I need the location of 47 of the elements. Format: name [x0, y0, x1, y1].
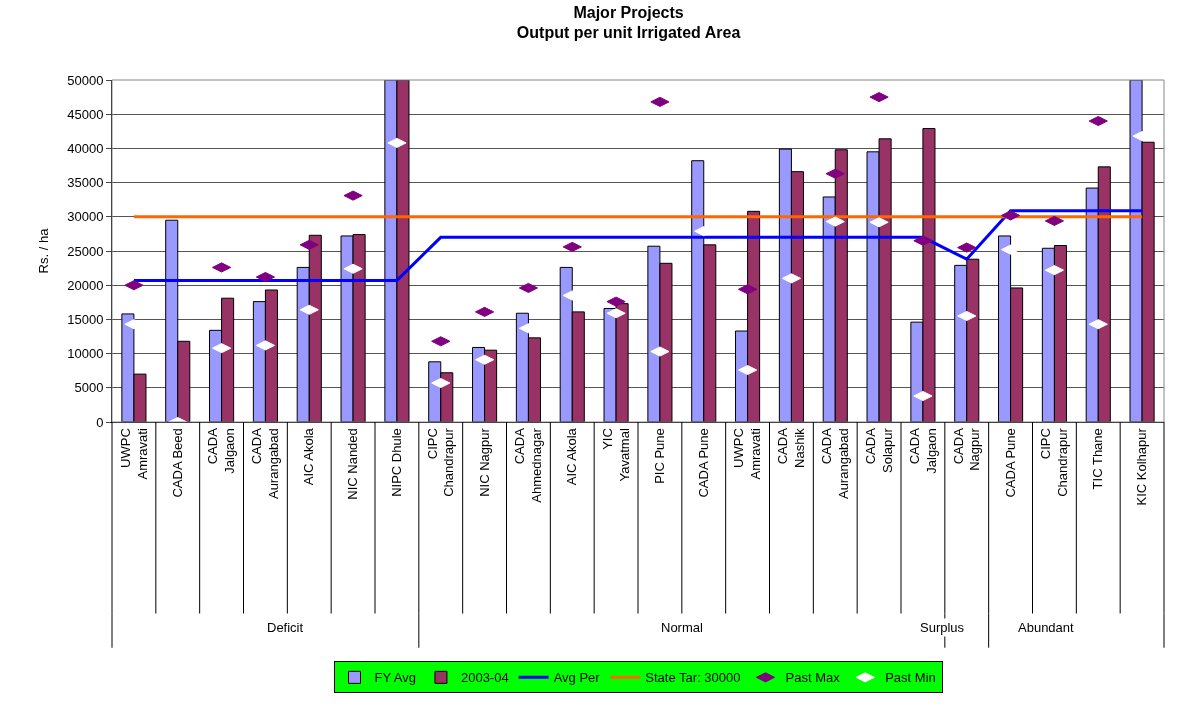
- legend-label: 2003-04: [460, 670, 509, 686]
- x-tick-label: CADA Nagpur: [950, 427, 983, 471]
- x-tick-label: CADA Aurangabad: [249, 427, 282, 500]
- text: Abundant: [1018, 620, 1075, 635]
- text: Surplus: [920, 620, 965, 635]
- y-tick-label: 0: [96, 414, 104, 430]
- x-tick-label: CIPC Chandrapur: [1038, 427, 1071, 497]
- x-tick-label: YIC Yavatmal: [599, 428, 632, 482]
- x-tick-label: AIC Akola: [301, 427, 317, 486]
- y-tick-label: 40000: [67, 140, 104, 156]
- x-tick-label: CADA Jalgaon: [205, 427, 238, 474]
- x-tick-label: CADA Beed: [169, 428, 185, 498]
- legend-label: FY Avg: [374, 670, 416, 686]
- text: Deficit: [267, 620, 304, 635]
- x-tick-label: NIPC Dhule: [389, 428, 405, 497]
- legend-label: State Tar: 30000: [645, 670, 741, 686]
- legend-label: Past Max: [785, 670, 841, 686]
- y-tick-label: 45000: [67, 106, 104, 122]
- x-tick-label: CIPC Chandrapur: [424, 427, 457, 497]
- y-tick-label: 20000: [67, 277, 104, 293]
- text: Normal: [661, 620, 704, 635]
- x-tick-label: AIC Akola: [564, 427, 580, 486]
- x-tick-label: CADA Nashik: [775, 427, 808, 468]
- x-tick-label: UWPC Amravati: [731, 428, 764, 480]
- x-tick-label: NIC Nagpur: [476, 427, 492, 497]
- x-tick-label: PIC Pune: [652, 428, 668, 484]
- x-tick-label: NIC Nanded: [345, 428, 361, 500]
- x-tick-label: UWPC Amravati: [117, 428, 150, 480]
- x-tick-label: CADA Ahmednagar: [512, 427, 545, 503]
- x-tick-label: CADA Aurangabad: [819, 427, 851, 500]
- y-tick-label: 15000: [67, 311, 104, 327]
- y-tick-label: 35000: [67, 175, 104, 191]
- x-tick-label: KIC Kolhapur: [1134, 427, 1150, 506]
- legend-label: Past Min: [885, 670, 936, 686]
- x-tick-label: TIC Thane: [1090, 428, 1106, 490]
- legend-label: Avg Per: [553, 670, 601, 686]
- chart-title: Major Projects Output per unit Irrigated Area: [516, 3, 741, 42]
- y-tick-label: 5000: [74, 380, 104, 396]
- y-tick-label: 30000: [67, 209, 104, 225]
- x-tick-label: CADA Pune: [695, 428, 711, 498]
- y-tick-label: 50000: [67, 72, 104, 88]
- y-tick-label: 25000: [67, 243, 104, 259]
- x-tick-label: CADA Jalgaon: [906, 427, 939, 474]
- y-tick-label: 10000: [67, 346, 104, 362]
- x-tick-label: CADA Pune: [1002, 428, 1018, 498]
- y-axis-title: Rs. / ha: [36, 227, 52, 274]
- x-tick-label: CADA Solapur: [862, 427, 895, 474]
